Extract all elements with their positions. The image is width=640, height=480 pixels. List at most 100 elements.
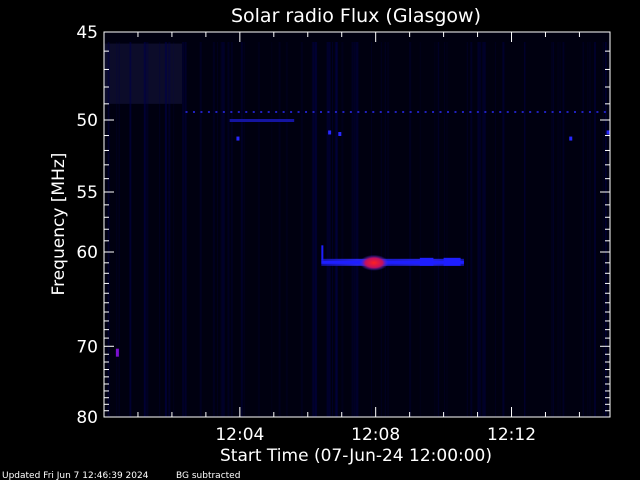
dotted-line-dot [334, 111, 337, 113]
dotted-line-dot [312, 111, 315, 113]
noise-streak [216, 42, 218, 417]
noise-streak [145, 42, 147, 417]
dotted-line-dot [581, 111, 584, 113]
emission-blob [419, 257, 434, 266]
noise-streak [240, 42, 243, 417]
noise-streak [184, 42, 187, 417]
noise-streak [602, 42, 604, 417]
dotted-line-dot [215, 111, 218, 113]
noise-streak [434, 42, 436, 417]
noise-streak [278, 42, 281, 417]
dotted-line-dot [357, 111, 360, 113]
dotted-line-dot [245, 111, 248, 113]
noise-streak [589, 42, 591, 417]
noise-streak [524, 42, 526, 417]
dotted-line-dot [364, 111, 367, 113]
dotted-line-dot [349, 111, 352, 113]
burst-peak [359, 254, 389, 271]
interference-line [229, 119, 295, 122]
noise-streak [165, 42, 168, 417]
noise-streak [335, 42, 338, 417]
dotted-line-dot [260, 111, 263, 113]
x-axis-label: Start Time (07-Jun-24 12:00:00) [220, 446, 492, 466]
noise-streak [334, 42, 337, 417]
noise-marker [328, 130, 332, 135]
dotted-line-dot [596, 111, 599, 113]
dotted-line-dot [529, 111, 532, 113]
noise-streak [356, 42, 359, 417]
dotted-line-dot [461, 111, 464, 113]
noise-streak [328, 42, 331, 417]
dotted-line-dot [454, 111, 457, 113]
dotted-line-dot [372, 111, 375, 113]
noise-streak [312, 42, 315, 417]
noise-streak [326, 42, 329, 417]
noise-streak [230, 42, 233, 417]
y-axis-label: Frequency [MHz] [49, 153, 69, 296]
dotted-line-dot [544, 111, 547, 113]
noise-streak [300, 42, 303, 417]
dotted-line-dot [409, 111, 412, 113]
noise-streak [130, 42, 132, 417]
emission-blob [443, 257, 461, 266]
dotted-line-dot [267, 111, 270, 113]
noise-streak [118, 42, 120, 417]
noise-streak [436, 42, 438, 417]
noise-streak [173, 42, 175, 417]
axis-frame [103, 31, 611, 418]
noise-streak [380, 42, 382, 417]
noise-streak [257, 42, 260, 417]
dotted-line-dot [402, 111, 405, 113]
noise-streak [143, 42, 146, 417]
x-tick-label: 12:12 [487, 425, 536, 445]
noise-streak [353, 42, 355, 417]
noise-streak [332, 42, 334, 417]
y-tick-label: 50 [76, 111, 98, 131]
dotted-line-dot [491, 111, 494, 113]
noise-streak [285, 42, 288, 417]
dotted-line-dot [446, 111, 449, 113]
noise-streak [116, 42, 118, 417]
dotted-line-dot [230, 111, 233, 113]
emission-burst-core [321, 260, 464, 264]
noise-marker [569, 136, 573, 141]
footer-updated: Updated Fri Jun 7 12:46:39 2024 [2, 471, 149, 480]
noise-streak [552, 42, 554, 417]
noise-streak [593, 42, 596, 417]
dotted-line-dot [275, 111, 278, 113]
dotted-line-dot [237, 111, 240, 113]
dotted-line-dot [432, 111, 435, 113]
noise-streak [147, 42, 149, 417]
plot-background [104, 32, 610, 417]
plot-area [104, 32, 610, 417]
noise-streak [352, 42, 354, 417]
noise-streak [351, 42, 353, 417]
dotted-line-dot [207, 111, 210, 113]
dotted-line-dot [305, 111, 308, 113]
dotted-line-dot [551, 111, 554, 113]
dotted-line-dot [574, 111, 577, 113]
dotted-line-dot [566, 111, 569, 113]
noise-streak [222, 42, 224, 417]
noise-streak [331, 42, 333, 417]
dotted-line-dot [185, 111, 188, 113]
noise-streak [466, 42, 468, 417]
noise-streak [220, 42, 223, 417]
dotted-line-dot [387, 111, 390, 113]
noise-streak [147, 42, 149, 417]
noise-streak [559, 42, 561, 417]
noise-streak [311, 42, 314, 417]
dotted-line-dot [499, 111, 502, 113]
noise-streak [470, 42, 473, 417]
noise-streak [159, 42, 161, 417]
dotted-line-dot [282, 111, 285, 113]
dotted-line-dot [536, 111, 539, 113]
noise-marker [606, 130, 610, 135]
noise-streak [557, 42, 559, 417]
noise-streak [443, 42, 445, 417]
noise-streak [271, 42, 273, 417]
dotted-line-dot [394, 111, 397, 113]
dotted-line-dot [469, 111, 472, 113]
noise-streak [144, 42, 146, 417]
dotted-line-dot [424, 111, 427, 113]
